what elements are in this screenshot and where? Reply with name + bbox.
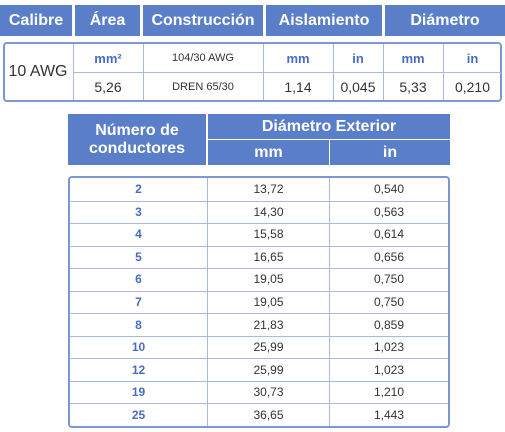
diameter-cell: 0,563 — [373, 204, 405, 219]
col-divider — [73, 44, 74, 100]
row-divider — [70, 268, 448, 270]
conductors-cell: 2 — [135, 182, 142, 197]
diameter-cell: 25,99 — [253, 362, 284, 377]
header-diameter: Diámetro Exterior — [208, 114, 450, 139]
conductors-cell: 25 — [131, 407, 146, 422]
value-cell: 5,26 — [94, 78, 122, 95]
diameter-cell: 21,83 — [253, 317, 284, 332]
diameter-cell: 0,656 — [373, 249, 405, 264]
row-divider — [70, 290, 448, 292]
col-divider — [383, 44, 384, 100]
header-in: in — [330, 140, 450, 165]
diameter-cell: 0,859 — [373, 317, 405, 332]
diameter-cell: 19,05 — [253, 272, 284, 287]
col-divider — [263, 44, 264, 100]
diameter-data-box — [68, 176, 450, 428]
col-divider — [443, 44, 444, 100]
row-divider — [73, 72, 501, 73]
unit-cell: mm — [286, 50, 310, 66]
diameter-cell: 15,58 — [253, 227, 284, 242]
top-header: Aislamiento — [266, 5, 382, 36]
value-cell: 1,14 — [284, 78, 312, 95]
diameter-cell: 30,73 — [253, 385, 284, 400]
diameter-cell: 1,210 — [373, 385, 405, 400]
row-divider — [70, 403, 448, 405]
diameter-cell: 36,65 — [253, 407, 284, 422]
row-divider — [70, 200, 448, 202]
unit-cell: mm² — [94, 50, 122, 66]
conductors-cell: 6 — [135, 272, 142, 287]
diameter-cell: 16,65 — [253, 249, 284, 264]
value-cell: DREN 65/30 — [172, 80, 234, 93]
unit-cell: in — [352, 50, 364, 66]
col-divider — [329, 178, 330, 426]
conductors-cell: 10 — [131, 340, 146, 355]
row-divider — [70, 313, 448, 315]
diameter-cell: 0,750 — [373, 294, 405, 309]
diameter-cell: 0,750 — [373, 272, 405, 287]
conductors-cell: 7 — [135, 294, 142, 309]
conductors-cell: 8 — [135, 317, 142, 332]
top-header: Diámetro — [385, 5, 505, 36]
diameter-cell: 13,72 — [253, 182, 284, 197]
conductors-cell: 5 — [135, 249, 142, 264]
diameter-cell: 0,540 — [373, 182, 405, 197]
top-header: Construcción — [143, 5, 263, 36]
col-divider — [143, 44, 144, 100]
top-data-box — [3, 42, 502, 102]
row-divider — [70, 335, 448, 337]
gauge: 10 AWG — [8, 63, 68, 80]
diameter-cell: 1,023 — [373, 362, 405, 377]
top-header: Área — [75, 5, 140, 36]
value-cell: 0,210 — [454, 78, 491, 95]
row-divider — [70, 358, 448, 360]
value-cell: 5,33 — [399, 78, 427, 95]
diameter-cell: 0,614 — [373, 227, 405, 242]
conductors-cell: 4 — [135, 227, 142, 242]
diameter-cell: 1,023 — [373, 340, 405, 355]
row-divider — [70, 245, 448, 247]
row-divider — [70, 380, 448, 382]
header-mm: mm — [208, 140, 329, 165]
unit-cell: mm — [401, 50, 425, 66]
diameter-cell: 19,05 — [253, 294, 284, 309]
diameter-cell: 1,443 — [373, 407, 405, 422]
row-divider — [70, 223, 448, 225]
conductors-cell: 12 — [131, 362, 146, 377]
conductors-cell: 3 — [135, 204, 142, 219]
col-divider — [333, 44, 334, 100]
top-header: Calibre — [0, 5, 72, 36]
diameter-cell: 25,99 — [253, 340, 284, 355]
value-cell: 0,045 — [340, 78, 376, 95]
col-divider — [207, 178, 208, 426]
diameter-cell: 14,30 — [253, 204, 284, 219]
conductors-cell: 19 — [131, 385, 146, 400]
unit-cell: 104/30 AWG — [172, 52, 234, 64]
header-conductors: Número de conductores — [68, 114, 206, 165]
unit-cell: in — [466, 50, 479, 66]
